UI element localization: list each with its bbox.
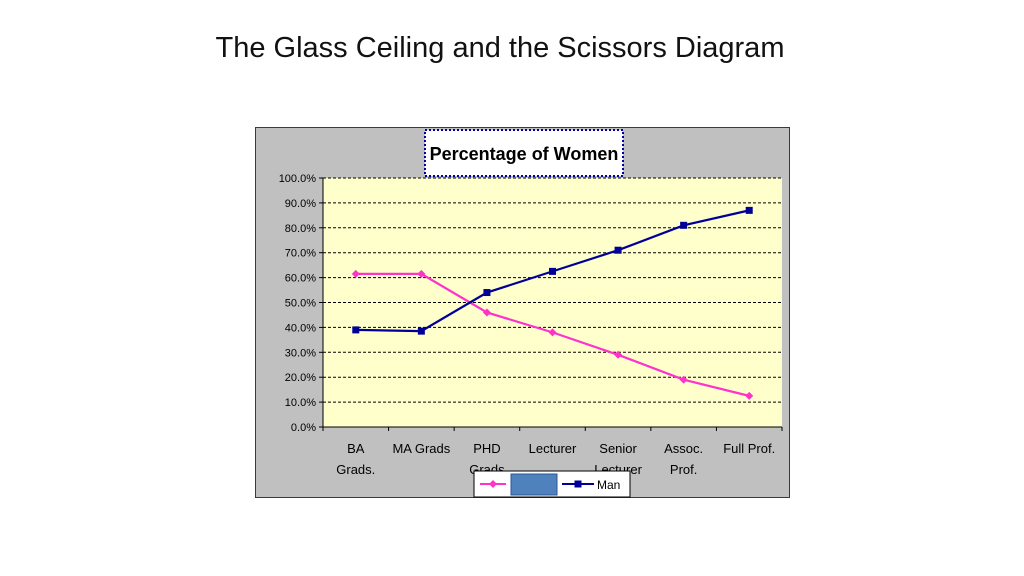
data-point [614,246,622,254]
data-point [482,308,491,317]
y-tick-label: 0.0% [291,422,316,434]
y-tick-label: 60.0% [285,273,316,285]
y-tick-label: 100.0% [279,173,317,185]
x-tick-label: PHD [473,441,500,456]
x-tick-label: Full Prof. [723,441,775,456]
legend-marker [574,480,582,488]
y-tick-label: 20.0% [285,372,316,384]
data-point [417,269,426,278]
data-point [351,269,360,278]
y-tick-label: 40.0% [285,322,316,334]
data-point [679,375,688,384]
x-tick-label: BA [347,441,365,456]
slide-title: The Glass Ceiling and the Scissors Diagr… [215,32,785,64]
data-point [483,289,491,297]
data-point [417,327,425,335]
x-tick-label: Assoc. [664,441,703,456]
y-tick-label: 10.0% [285,397,316,409]
data-point [745,391,754,400]
y-tick-label: 80.0% [285,223,316,235]
data-point [614,350,623,359]
y-tick-label: 30.0% [285,347,316,359]
x-tick-label: Lecturer [529,441,577,456]
x-tick-label: Grads. [336,462,375,477]
x-tick-label: Prof. [670,462,697,477]
chart-title-box [424,129,624,177]
x-tick-label: MA Grads [392,441,450,456]
chart-title: Percentage of Women [430,144,619,164]
y-tick-label: 70.0% [285,248,316,260]
data-point [352,326,360,334]
data-point [745,206,753,214]
legend-marker [489,480,497,488]
legend-box [510,473,558,496]
y-tick-label: 50.0% [285,298,316,310]
data-point [680,221,688,229]
y-tick-label: 90.0% [285,198,316,210]
data-point [548,328,557,337]
x-tick-label: Senior [599,441,637,456]
legend-label: Man [597,478,620,492]
data-point [549,267,556,275]
